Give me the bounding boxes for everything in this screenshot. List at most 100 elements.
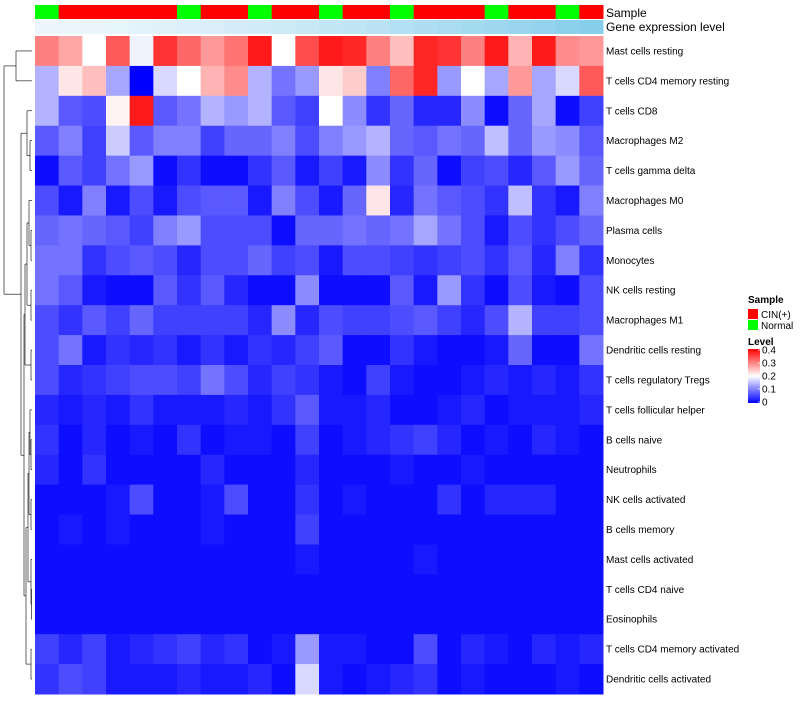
heatmap-cell (295, 365, 320, 396)
heatmap-cell (366, 215, 391, 246)
heatmap-cell (106, 65, 131, 97)
heatmap-cell (508, 245, 533, 276)
heatmap-cell (413, 604, 438, 635)
sample-bar-cell (508, 5, 533, 19)
heatmap-cell (366, 514, 391, 545)
heatmap-cell (177, 275, 202, 306)
heatmap-cell (82, 574, 107, 605)
heatmap-cell (200, 394, 225, 426)
heatmap-cell (319, 245, 344, 276)
gene-bar-cell (224, 20, 249, 34)
heatmap-cell (484, 365, 509, 396)
heatmap-cell (58, 454, 83, 486)
heatmap-cell (413, 454, 438, 486)
heatmap-cell (579, 335, 604, 366)
heatmap-cell (461, 36, 486, 67)
heatmap-cell (437, 424, 462, 456)
heatmap-cell (532, 215, 557, 246)
heatmap-cell (106, 95, 131, 127)
heatmap-cell (153, 95, 178, 127)
heatmap-cell (153, 275, 178, 306)
heatmap-cell (555, 155, 580, 187)
heatmap-cell (366, 155, 391, 187)
heatmap-cell (82, 544, 107, 575)
heatmap-cells (35, 36, 604, 695)
heatmap-cell (82, 604, 107, 635)
heatmap-cell (508, 335, 533, 366)
heatmap-cell (35, 454, 60, 486)
heatmap-cell (461, 514, 486, 545)
heatmap-cell (58, 544, 83, 575)
heatmap-cell (461, 125, 486, 157)
legend-level-tick-label: 0.4 (762, 346, 776, 357)
heatmap-cell (200, 36, 225, 67)
legend-level-tick-label: 0 (762, 398, 768, 409)
heatmap-cell (106, 275, 131, 306)
heatmap-cell (224, 604, 249, 635)
heatmap-cell (461, 574, 486, 605)
heatmap-cell (319, 215, 344, 246)
heatmap-cell (177, 394, 202, 426)
heatmap-cell (248, 634, 273, 665)
sample-bar-cell (342, 5, 367, 19)
heatmap-cell (555, 245, 580, 276)
heatmap-cell (177, 574, 202, 605)
row-dendrogram (3, 50, 32, 680)
heatmap-cell (177, 424, 202, 456)
heatmap-cell (484, 634, 509, 665)
heatmap-cell (532, 185, 557, 216)
heatmap-cell (224, 394, 249, 426)
heatmap-cell (295, 394, 320, 426)
heatmap-cell (484, 185, 509, 216)
heatmap-cell (342, 245, 367, 276)
heatmap-cell (461, 424, 486, 456)
heatmap-cell (319, 125, 344, 157)
heatmap-cell (319, 185, 344, 216)
heatmap-cell (461, 544, 486, 575)
row-label: T cells CD4 naive (606, 585, 685, 596)
heatmap-cell (153, 544, 178, 575)
heatmap-cell (484, 394, 509, 426)
heatmap-cell (295, 634, 320, 665)
row-label: NK cells activated (606, 495, 685, 506)
heatmap-cell (248, 394, 273, 426)
heatmap-cell (437, 65, 462, 97)
heatmap-cell (390, 155, 415, 187)
heatmap-cell (555, 574, 580, 605)
heatmap-cell (413, 305, 438, 336)
heatmap-cell (437, 394, 462, 426)
sample-bar-cell (390, 5, 415, 19)
heatmap-cell (413, 365, 438, 396)
heatmap-cell (366, 245, 391, 276)
heatmap-cell (390, 245, 415, 276)
heatmap-cell (271, 125, 296, 157)
heatmap-cell (200, 664, 225, 695)
heatmap-cell (200, 544, 225, 575)
heatmap-cell (295, 664, 320, 695)
heatmap-cell (484, 604, 509, 635)
heatmap-cell (82, 664, 107, 695)
heatmap-cell (58, 275, 83, 306)
heatmap-cell (342, 215, 367, 246)
heatmap-cell (224, 424, 249, 456)
heatmap-cell (555, 36, 580, 67)
heatmap-cell (58, 95, 83, 127)
heatmap-cell (319, 305, 344, 336)
heatmap-cell (295, 65, 320, 97)
sample-bar-cell (224, 5, 249, 19)
heatmap-cell (461, 365, 486, 396)
heatmap-cell (224, 305, 249, 336)
heatmap-cell (58, 664, 83, 695)
row-label: Plasma cells (606, 226, 662, 237)
heatmap-cell (366, 335, 391, 366)
heatmap-cell (58, 574, 83, 605)
heatmap-cell (390, 604, 415, 635)
heatmap-cell (224, 125, 249, 157)
heatmap-cell (342, 634, 367, 665)
heatmap-cell (177, 604, 202, 635)
heatmap-cell (532, 484, 557, 516)
heatmap-cell (271, 544, 296, 575)
heatmap-cell (508, 275, 533, 306)
row-label: Eosinophils (606, 615, 657, 626)
